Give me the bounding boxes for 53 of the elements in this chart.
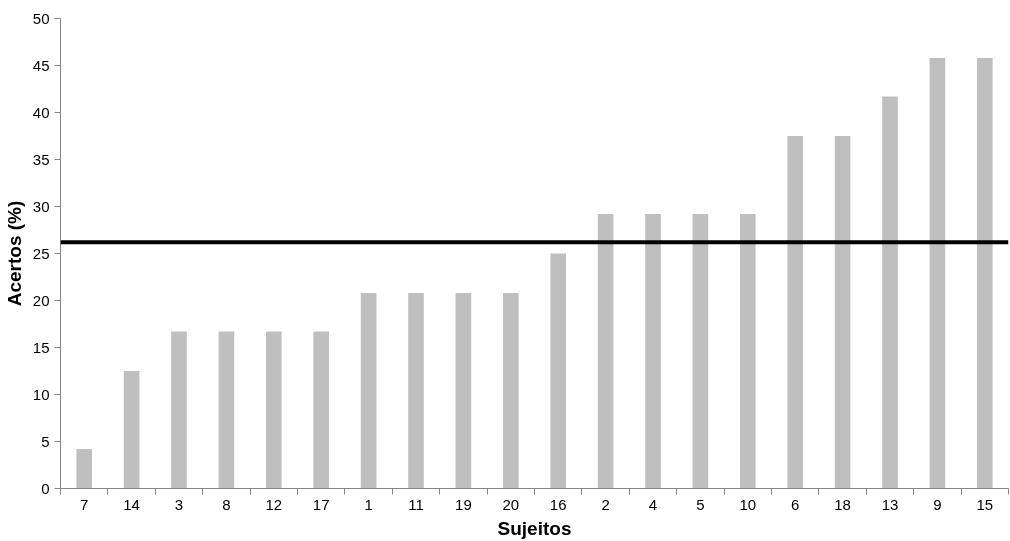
y-axis-title: Acertos (%) [3, 200, 25, 307]
x-tick-label: 8 [222, 495, 231, 513]
x-tick-label: 6 [791, 495, 800, 513]
x-tick-label: 1 [364, 495, 373, 513]
x-tick-label: 15 [976, 495, 994, 513]
y-tick-label: 25 [32, 244, 50, 262]
x-tick-label: 5 [696, 495, 705, 513]
x-tick-label: 10 [739, 495, 757, 513]
x-tick-label: 13 [881, 495, 899, 513]
x-tick-label: 12 [265, 495, 283, 513]
bar [502, 292, 519, 489]
x-tick-label: 16 [549, 495, 567, 513]
bar [550, 253, 567, 489]
x-tick-label: 17 [312, 495, 330, 513]
bar [123, 371, 140, 489]
x-tick-label: 2 [601, 495, 610, 513]
bar [597, 214, 614, 489]
y-tick-label: 30 [32, 197, 50, 215]
x-tick-label: 3 [174, 495, 184, 513]
x-tick-label: 11 [408, 495, 424, 513]
bar [882, 96, 898, 489]
x-tick-label: 4 [648, 495, 658, 513]
y-tick-label: 35 [32, 150, 50, 168]
x-tick-label: 14 [123, 495, 140, 513]
bar [76, 449, 93, 489]
bar [834, 136, 851, 489]
bar [692, 214, 709, 489]
x-tick-label: 19 [455, 495, 472, 513]
bar [929, 57, 946, 489]
y-tick-label: 5 [41, 432, 50, 450]
bar [739, 214, 756, 489]
x-tick-label: 18 [834, 495, 851, 513]
y-tick-label: 40 [32, 103, 50, 121]
bar [455, 292, 472, 489]
x-tick-label: 7 [80, 495, 89, 513]
bar [787, 136, 804, 489]
y-tick-label: 50 [32, 9, 50, 27]
bar [976, 57, 993, 489]
bar [408, 292, 424, 489]
bar [645, 214, 661, 489]
x-axis-title: Sujeitos [497, 517, 572, 539]
y-tick-label: 10 [32, 385, 50, 403]
y-tick-label: 15 [32, 338, 50, 356]
bar [218, 331, 235, 489]
bar [171, 331, 187, 489]
bar [313, 331, 330, 489]
bar [360, 292, 377, 489]
x-tick-label: 9 [933, 495, 942, 513]
y-tick-label: 20 [32, 291, 50, 309]
x-tick-label: 20 [502, 495, 520, 513]
y-tick-label: 45 [32, 56, 50, 74]
bar [265, 331, 282, 489]
y-tick-label: 0 [41, 479, 50, 497]
